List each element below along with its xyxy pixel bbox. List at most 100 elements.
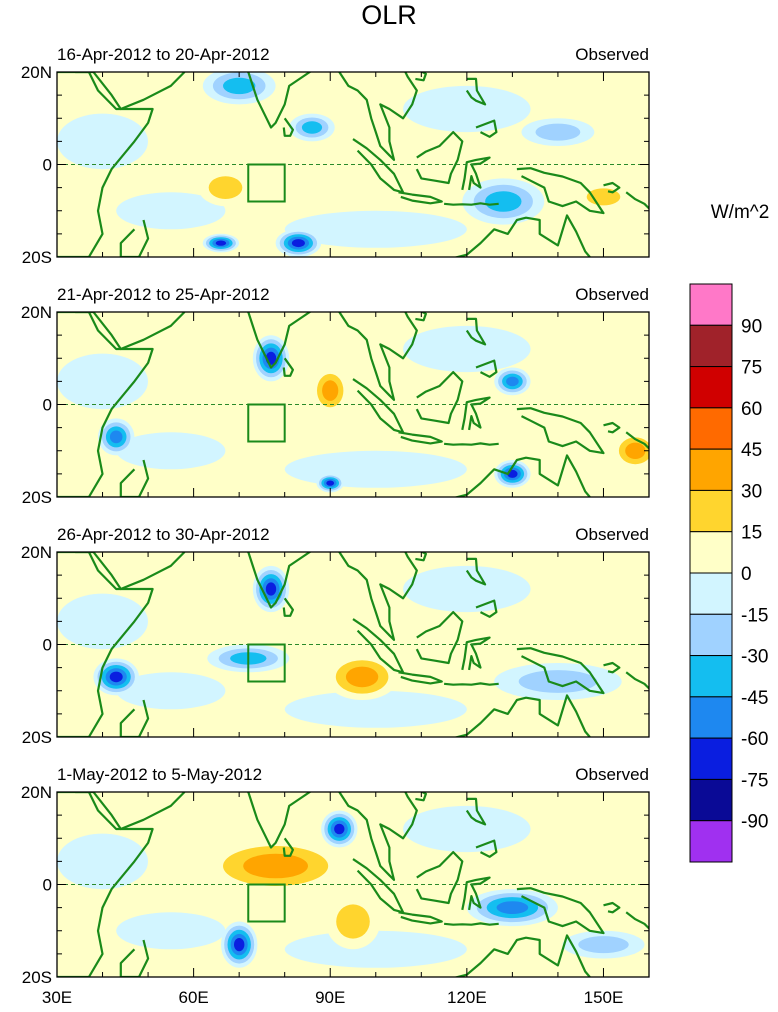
y-tick-label: 20S [22, 728, 52, 747]
coastline [625, 431, 649, 450]
figure-title: OLR [361, 0, 417, 30]
y-tick-label: 0 [43, 876, 52, 895]
x-tick-label: 90E [315, 988, 345, 1007]
coastline [467, 48, 476, 64]
coastline [245, 792, 418, 881]
coastline [467, 768, 476, 784]
negative-anomaly-contour [403, 805, 531, 853]
colorbar-level-label: 15 [741, 523, 762, 544]
colorbar-level-label: 90 [741, 316, 762, 337]
x-tick-label: 30E [42, 988, 72, 1007]
negative-anomaly-contour [57, 113, 148, 170]
panel-period-label: 26-Apr-2012 to 30-Apr-2012 [57, 525, 270, 544]
negative-anomaly-contour [535, 123, 581, 141]
y-tick-label: 0 [43, 396, 52, 415]
negative-anomaly-contour [506, 376, 519, 387]
colorbar-swatch [689, 531, 733, 574]
coastline [415, 611, 464, 665]
panel-source-label: Observed [575, 765, 649, 784]
colorbar-level-label: -75 [741, 770, 768, 791]
negative-anomaly-contour [234, 938, 245, 952]
coastline [57, 72, 154, 257]
colorbar-level-label: -30 [741, 647, 768, 668]
coastline [467, 288, 476, 304]
positive-anomaly-contour [535, 330, 627, 387]
coastline [516, 647, 605, 695]
coastline [245, 552, 418, 641]
target-region-box [247, 643, 286, 683]
coastline [75, 792, 186, 831]
negative-anomaly-contour [57, 593, 148, 650]
colorbar-swatch [689, 324, 733, 368]
colorbar-level-label: 30 [741, 481, 762, 502]
colorbar-swatch [689, 820, 733, 863]
negative-anomaly-contour [578, 936, 629, 954]
colorbar-level-label: -60 [741, 729, 768, 750]
coastline [603, 181, 621, 194]
coastline [119, 219, 150, 257]
x-tick-label: 60E [178, 988, 208, 1007]
coastline [625, 911, 649, 930]
positive-anomaly-contour [322, 380, 339, 401]
coastline [467, 528, 476, 544]
y-tick-label: 20N [21, 303, 52, 322]
target-region-box [247, 163, 286, 203]
colorbar-level-label: -90 [741, 812, 768, 833]
panel-period-label: 1-May-2012 to 5-May-2012 [57, 765, 262, 784]
positive-anomaly-contour [535, 570, 627, 627]
x-tick-label: 120E [447, 988, 487, 1007]
negative-anomaly-contour [284, 450, 467, 488]
coastline [398, 191, 443, 205]
coastline [75, 312, 186, 351]
colorbar-level-label: -15 [741, 605, 768, 626]
coastline [475, 119, 498, 138]
coastline [75, 72, 186, 111]
colorbar-units: W/m^2 [711, 202, 770, 223]
coastline [398, 431, 443, 445]
positive-anomaly-contour [208, 176, 243, 200]
positive-anomaly-contour [535, 810, 627, 867]
coastline [398, 911, 443, 925]
colorbar-swatch [689, 283, 733, 326]
map-panel: 20N 0 20S 21-Apr-2012 to 25-Apr-2012 Observe… [21, 285, 650, 507]
coastline [415, 792, 427, 802]
panel-source-label: Observed [575, 525, 649, 544]
coastline [119, 699, 150, 737]
y-tick-label: 20N [21, 63, 52, 82]
coastline [415, 552, 427, 562]
colorbar-swatch [689, 572, 733, 615]
target-region-box [247, 403, 286, 443]
map-panel: 20N 0 20S 16-Apr-2012 to 20-Apr-2012 Observe… [21, 45, 650, 267]
negative-anomaly-contour [109, 671, 123, 683]
y-tick-label: 20S [22, 248, 52, 267]
coastline [516, 167, 605, 215]
coastline [282, 837, 294, 857]
coastline [282, 117, 294, 137]
colorbar-swatch [689, 778, 733, 822]
negative-anomaly-contour [265, 582, 277, 596]
coastline [245, 72, 418, 161]
coastline [57, 792, 154, 977]
positive-anomaly-contour [243, 853, 308, 879]
coastline [415, 371, 464, 425]
x-tick-label: 150E [584, 988, 624, 1007]
coastline [453, 934, 591, 977]
positive-anomaly-contour [625, 442, 646, 459]
coastline [603, 661, 621, 674]
coastline [245, 312, 418, 401]
coastline [465, 77, 487, 106]
coastline [443, 202, 499, 206]
coastline [516, 407, 605, 455]
coastline [465, 317, 487, 346]
negative-anomaly-contour [57, 833, 148, 890]
negative-anomaly-contour [109, 430, 123, 444]
coastline [282, 357, 294, 377]
negative-anomaly-contour [403, 325, 531, 373]
coastline [603, 421, 621, 434]
coastline [465, 557, 487, 586]
map-panel: 20N 0 20S 26-Apr-2012 to 30-Apr-2012 Observe… [21, 525, 650, 747]
coastline [443, 922, 499, 926]
target-region-box [247, 883, 286, 923]
colorbar-level-label: 0 [741, 564, 752, 585]
